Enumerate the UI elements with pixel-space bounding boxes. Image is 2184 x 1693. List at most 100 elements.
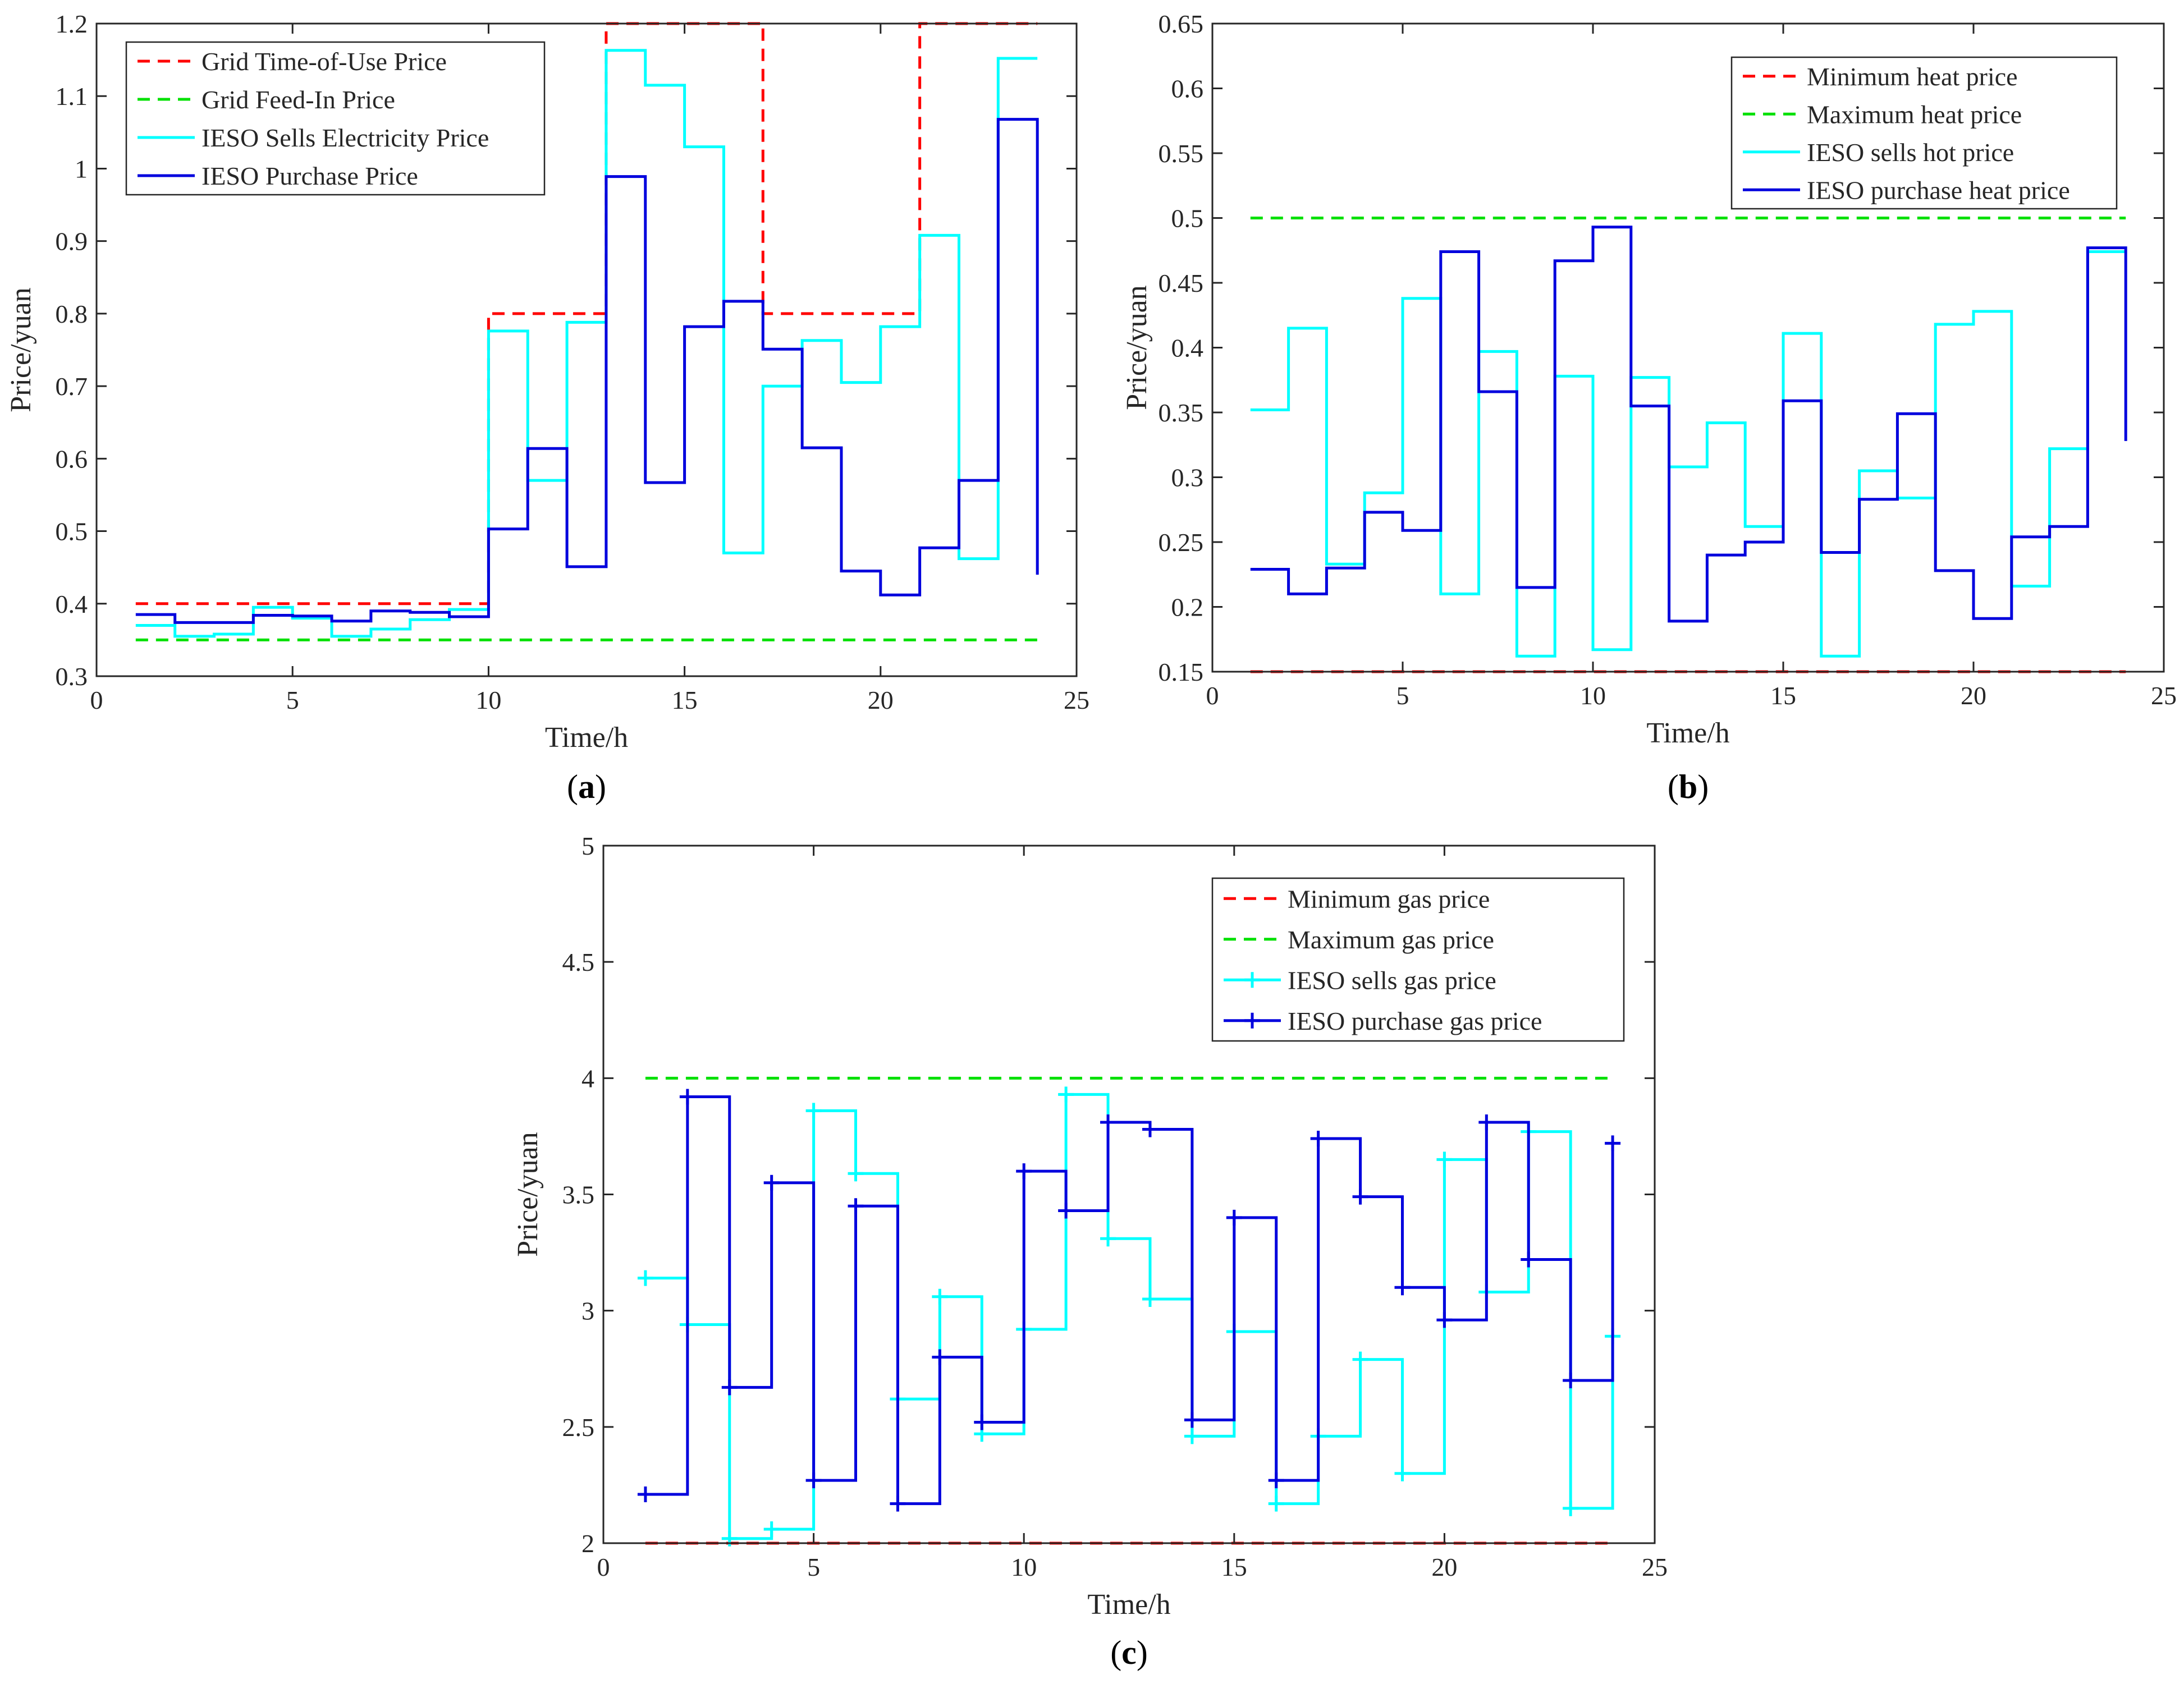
data-point-c-3-12 [1142, 1121, 1158, 1137]
panel-caption-letter-a: a [578, 768, 595, 805]
series-line-a-2 [135, 49, 1038, 638]
data-point-c-2-10 [1058, 1086, 1074, 1103]
legend-label-b-2: IESO sells hot price [1807, 138, 2014, 167]
panel-caption-c: (c) [1110, 1634, 1148, 1671]
x-tick-label-b-3: 15 [1770, 681, 1796, 710]
x-tick-label-a-1: 5 [286, 686, 299, 714]
y-tick-label-a-7: 1 [75, 154, 88, 183]
panel-caption-a: (a) [567, 768, 606, 805]
data-point-c-3-16 [1310, 1131, 1326, 1147]
y-tick-label-a-3: 0.6 [56, 444, 88, 473]
y-tick-label-a-2: 0.5 [56, 517, 88, 546]
x-tick-label-b-4: 20 [1961, 681, 1986, 710]
y-tick-label-c-5: 4.5 [562, 948, 595, 976]
y-tick-label-c-3: 3.5 [562, 1181, 595, 1209]
y-tick-label-a-4: 0.7 [56, 372, 88, 401]
legend-box-b [1730, 56, 2118, 210]
data-point-c-2-17 [1352, 1351, 1368, 1368]
data-point-c-3-9 [1016, 1163, 1032, 1180]
data-point-c-3-4 [805, 1472, 822, 1489]
axes-box-a [95, 22, 1078, 677]
x-tick-label-a-0: 0 [90, 686, 103, 714]
series-a-2 [135, 49, 1038, 638]
data-point-c-2-13 [1184, 1428, 1200, 1444]
y-tick-label-b-5: 0.4 [1171, 334, 1204, 363]
data-point-c-2-22 [1563, 1500, 1579, 1516]
x-tick-label-a-2: 10 [475, 686, 501, 714]
panel-caption-b: (b) [1668, 768, 1709, 805]
data-point-c-3-18 [1394, 1279, 1411, 1296]
legend-label-b-0: Minimum heat price [1807, 62, 2018, 91]
data-point-c-3-20 [1478, 1114, 1495, 1131]
legend-label-b-1: Maximum heat price [1807, 100, 2022, 129]
data-point-c-2-19 [1436, 1151, 1453, 1168]
series-line-b-3 [1250, 226, 2127, 623]
series-c-3 [637, 1089, 1621, 1512]
x-tick-label-c-3: 15 [1221, 1553, 1247, 1581]
legend-label-a-3: IESO Purchase Price [202, 162, 418, 190]
y-tick-label-a-1: 0.4 [56, 590, 88, 618]
data-point-c-3-6 [890, 1495, 906, 1512]
legend-marker-c-3 [1244, 1012, 1260, 1029]
legend-marker-c-2 [1244, 972, 1260, 988]
data-point-c-3-15 [1268, 1472, 1284, 1489]
y-tick-label-b-1: 0.2 [1171, 593, 1204, 622]
y-tick-label-b-3: 0.3 [1171, 464, 1204, 492]
legend-box-a [125, 41, 546, 196]
data-point-c-3-14 [1226, 1209, 1242, 1226]
y-tick-label-a-6: 0.9 [56, 227, 88, 256]
y-tick-label-c-0: 2 [582, 1529, 594, 1558]
series-b-2 [1250, 250, 2126, 658]
panel-caption-letter-c: c [1121, 1634, 1137, 1671]
series-line-b-2 [1250, 250, 2126, 658]
legend-c: Minimum gas price Maximum gas price IESO s… [1211, 877, 1625, 1042]
y-tick-label-a-0: 0.3 [56, 662, 88, 691]
x-axis-label-a: Time/h [545, 722, 628, 754]
x-tick-label-b-0: 0 [1206, 681, 1219, 710]
y-axis-label-b: Price/yuan [1121, 285, 1153, 410]
data-point-c-2-12 [1142, 1291, 1158, 1307]
y-tick-label-a-5: 0.8 [56, 300, 88, 328]
y-tick-label-b-2: 0.25 [1159, 528, 1204, 557]
x-tick-label-c-2: 10 [1011, 1553, 1037, 1581]
x-tick-label-c-4: 20 [1431, 1553, 1457, 1581]
series-b-3 [1250, 226, 2127, 623]
y-tick-label-c-1: 2.5 [562, 1413, 595, 1442]
data-point-c-3-23 [1605, 1135, 1621, 1151]
x-tick-label-a-5: 25 [1064, 686, 1089, 714]
legend-label-b-3: IESO purchase heat price [1807, 176, 2070, 204]
legend-label-a-0: Grid Time-of-Use Price [202, 47, 447, 76]
data-point-c-3-21 [1521, 1251, 1537, 1268]
x-tick-label-c-0: 0 [597, 1553, 610, 1581]
legend-label-a-2: IESO Sells Electricity Price [202, 123, 489, 152]
series-line-a-3 [135, 118, 1039, 624]
data-point-c-3-1 [679, 1089, 695, 1105]
y-tick-label-b-6: 0.45 [1159, 269, 1204, 297]
y-tick-label-c-2: 3 [582, 1297, 594, 1325]
data-point-c-2-11 [1100, 1231, 1116, 1247]
legend-b: Minimum heat price Maximum heat price IESO… [1730, 56, 2118, 210]
data-point-c-3-8 [974, 1414, 990, 1430]
y-tick-label-a-8: 1.1 [56, 82, 88, 111]
y-tick-label-b-7: 0.5 [1171, 204, 1204, 233]
data-point-c-3-13 [1184, 1412, 1200, 1428]
x-tick-label-a-4: 20 [868, 686, 894, 714]
data-point-c-3-22 [1563, 1372, 1579, 1388]
data-point-c-3-0 [637, 1486, 653, 1502]
data-point-c-3-19 [1436, 1312, 1453, 1328]
y-tick-label-b-10: 0.65 [1159, 10, 1204, 38]
x-tick-label-c-1: 5 [807, 1553, 820, 1581]
data-point-c-2-4 [805, 1103, 822, 1119]
data-point-c-2-18 [1394, 1465, 1411, 1481]
x-tick-label-a-3: 15 [672, 686, 698, 714]
y-tick-label-c-4: 4 [582, 1064, 594, 1093]
y-axis-label-a: Price/yuan [5, 287, 37, 412]
data-point-c-2-7 [932, 1288, 948, 1305]
panel-a: 0 5 10 15 20 25 0.3 0.4 0.5 0.6 0.7 0.8 0.9 1 1.1 1.2 Ti… [5, 10, 1089, 805]
data-point-c-3-2 [721, 1379, 738, 1396]
panel-c: 0 5 10 15 20 25 2 2.5 3 3.5 4 4.5 5 Time/h Price/yuan M… [512, 832, 1668, 1671]
legend-label-c-1: Maximum gas price [1288, 925, 1494, 954]
panel-b: 0 5 10 15 20 25 0.15 0.2 0.25 0.3 0.35 0.4 0.45 0.5 0.… [1121, 10, 2177, 805]
x-tick-label-b-5: 25 [2151, 681, 2177, 710]
